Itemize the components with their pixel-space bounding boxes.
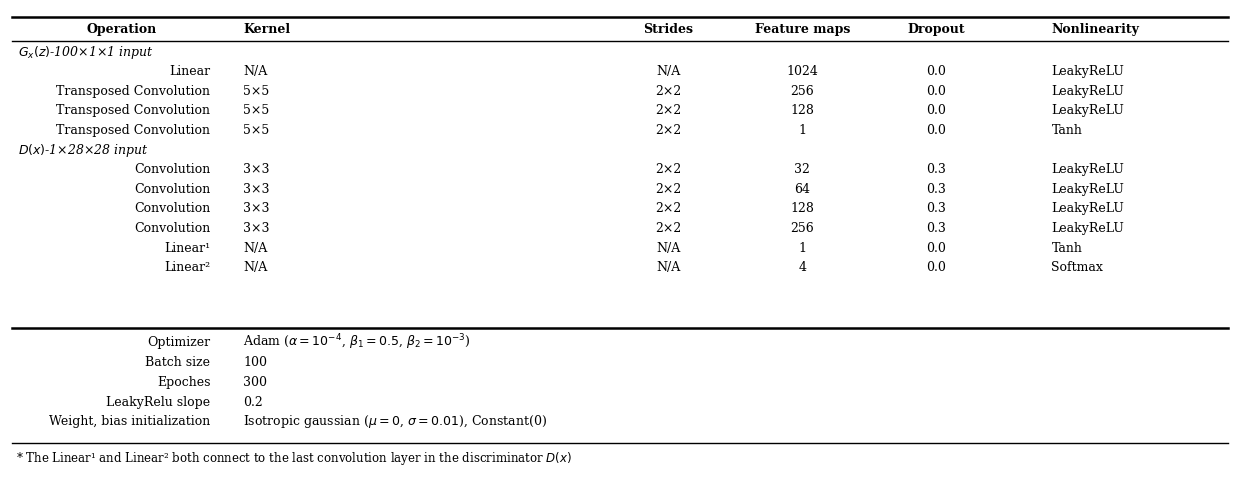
Text: Transposed Convolution: Transposed Convolution (57, 124, 211, 137)
Text: 128: 128 (790, 105, 815, 117)
Text: Tanh: Tanh (1052, 241, 1083, 254)
Text: LeakyReLU: LeakyReLU (1052, 202, 1125, 215)
Text: Linear¹: Linear¹ (165, 241, 211, 254)
Text: 2×2: 2×2 (656, 105, 682, 117)
Text: Convolution: Convolution (134, 163, 211, 176)
Text: Nonlinearity: Nonlinearity (1052, 23, 1140, 36)
Text: 3×3: 3×3 (243, 222, 270, 235)
Text: N/A: N/A (243, 241, 268, 254)
Text: 0.0: 0.0 (926, 65, 946, 78)
Text: Convolution: Convolution (134, 202, 211, 215)
Text: $G_x(z)$-100×1×1 input: $G_x(z)$-100×1×1 input (19, 43, 154, 61)
Text: N/A: N/A (656, 261, 681, 274)
Text: 0.0: 0.0 (926, 85, 946, 98)
Text: 5×5: 5×5 (243, 85, 269, 98)
Text: 3×3: 3×3 (243, 183, 270, 196)
Text: 300: 300 (243, 376, 268, 389)
Text: 0.0: 0.0 (926, 124, 946, 137)
Text: 100: 100 (243, 356, 268, 369)
Text: LeakyReLU: LeakyReLU (1052, 65, 1125, 78)
Text: LeakyRelu slope: LeakyRelu slope (107, 396, 211, 409)
Text: Operation: Operation (87, 23, 157, 36)
Text: N/A: N/A (243, 261, 268, 274)
Text: Feature maps: Feature maps (755, 23, 849, 36)
Text: 2×2: 2×2 (656, 85, 682, 98)
Text: Softmax: Softmax (1052, 261, 1104, 274)
Text: 0.0: 0.0 (926, 241, 946, 254)
Text: 0.3: 0.3 (926, 183, 946, 196)
Text: $D(x)$-1×28×28 input: $D(x)$-1×28×28 input (19, 142, 149, 159)
Text: Kernel: Kernel (243, 23, 290, 36)
Text: Transposed Convolution: Transposed Convolution (57, 105, 211, 117)
Text: 3×3: 3×3 (243, 202, 270, 215)
Text: Epoches: Epoches (157, 376, 211, 389)
Text: N/A: N/A (656, 65, 681, 78)
Text: 5×5: 5×5 (243, 105, 269, 117)
Text: Strides: Strides (644, 23, 693, 36)
Text: N/A: N/A (243, 65, 268, 78)
Text: Tanh: Tanh (1052, 124, 1083, 137)
Text: 2×2: 2×2 (656, 163, 682, 176)
Text: Optimizer: Optimizer (148, 336, 211, 349)
Text: 0.3: 0.3 (926, 202, 946, 215)
Text: 64: 64 (795, 183, 810, 196)
Text: 2×2: 2×2 (656, 202, 682, 215)
Text: Adam ($\alpha = 10^{-4}$, $\beta_1 = 0.5$, $\beta_2 = 10^{-3}$): Adam ($\alpha = 10^{-4}$, $\beta_1 = 0.5… (243, 333, 471, 352)
Text: 4: 4 (799, 261, 806, 274)
Text: LeakyReLU: LeakyReLU (1052, 105, 1125, 117)
Text: LeakyReLU: LeakyReLU (1052, 222, 1125, 235)
Text: 1: 1 (799, 124, 806, 137)
Text: 2×2: 2×2 (656, 183, 682, 196)
Text: 0.3: 0.3 (926, 222, 946, 235)
Text: 2×2: 2×2 (656, 222, 682, 235)
Text: Batch size: Batch size (145, 356, 211, 369)
Text: 256: 256 (790, 222, 815, 235)
Text: 1: 1 (799, 241, 806, 254)
Text: 256: 256 (790, 85, 815, 98)
Text: 3×3: 3×3 (243, 163, 270, 176)
Text: N/A: N/A (656, 241, 681, 254)
Text: Linear: Linear (170, 65, 211, 78)
Text: Isotropic gaussian ($\mu = 0$, $\sigma = 0.01$), Constant(0): Isotropic gaussian ($\mu = 0$, $\sigma =… (243, 414, 547, 430)
Text: Convolution: Convolution (134, 222, 211, 235)
Text: LeakyReLU: LeakyReLU (1052, 85, 1125, 98)
Text: LeakyReLU: LeakyReLU (1052, 183, 1125, 196)
Text: Dropout: Dropout (908, 23, 965, 36)
Text: Transposed Convolution: Transposed Convolution (57, 85, 211, 98)
Text: 0.3: 0.3 (926, 163, 946, 176)
Text: Linear²: Linear² (165, 261, 211, 274)
Text: 0.2: 0.2 (243, 396, 263, 409)
Text: 0.0: 0.0 (926, 105, 946, 117)
Text: 1024: 1024 (786, 65, 818, 78)
Text: Weight, bias initialization: Weight, bias initialization (50, 415, 211, 428)
Text: 0.0: 0.0 (926, 261, 946, 274)
Text: * The Linear¹ and Linear² both connect to the last convolution layer in the disc: * The Linear¹ and Linear² both connect t… (16, 450, 572, 467)
Text: LeakyReLU: LeakyReLU (1052, 163, 1125, 176)
Text: 32: 32 (795, 163, 810, 176)
Text: 128: 128 (790, 202, 815, 215)
Text: 5×5: 5×5 (243, 124, 269, 137)
Text: Convolution: Convolution (134, 183, 211, 196)
Text: 2×2: 2×2 (656, 124, 682, 137)
